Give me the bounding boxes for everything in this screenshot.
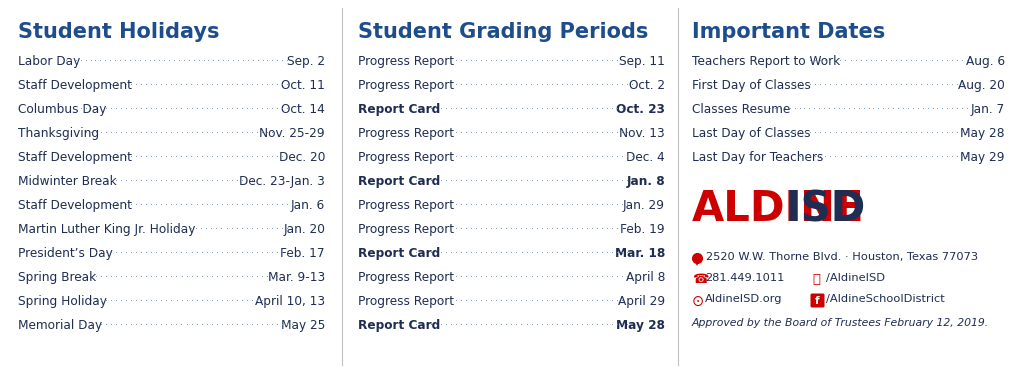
Text: May 28: May 28: [960, 127, 1005, 140]
Text: Aug. 6: Aug. 6: [965, 55, 1005, 68]
Text: Jan. 20: Jan. 20: [283, 223, 325, 236]
Text: Midwinter Break: Midwinter Break: [18, 175, 116, 188]
Text: ISD: ISD: [785, 188, 865, 230]
Text: Jan. 29: Jan. 29: [623, 199, 665, 212]
Text: ⊙: ⊙: [692, 294, 704, 309]
Text: Report Card: Report Card: [358, 319, 441, 332]
Text: Nov. 25-29: Nov. 25-29: [259, 127, 325, 140]
Text: Report Card: Report Card: [358, 175, 441, 188]
Text: Sep. 11: Sep. 11: [619, 55, 665, 68]
Text: Labor Day: Labor Day: [18, 55, 80, 68]
Text: Last Day of Classes: Last Day of Classes: [692, 127, 810, 140]
Text: Progress Report: Progress Report: [358, 199, 454, 212]
Text: /AldineISD: /AldineISD: [826, 273, 885, 283]
Text: May 29: May 29: [960, 151, 1005, 164]
Text: Oct. 14: Oct. 14: [282, 103, 325, 116]
Text: Aug. 20: Aug. 20: [958, 79, 1005, 92]
Text: Martin Luther King Jr. Holiday: Martin Luther King Jr. Holiday: [18, 223, 196, 236]
Text: Spring Holiday: Spring Holiday: [18, 295, 107, 308]
Text: /AldineSchoolDistrict: /AldineSchoolDistrict: [826, 294, 945, 304]
Text: Sep. 2: Sep. 2: [287, 55, 325, 68]
Text: Dec. 4: Dec. 4: [626, 151, 665, 164]
Text: President’s Day: President’s Day: [18, 247, 112, 260]
Text: Teachers Report to Work: Teachers Report to Work: [692, 55, 840, 68]
Text: Report Card: Report Card: [358, 103, 441, 116]
Text: Progress Report: Progress Report: [358, 55, 454, 68]
Text: Last Day for Teachers: Last Day for Teachers: [692, 151, 824, 164]
Text: Jan. 8: Jan. 8: [626, 175, 665, 188]
Text: Nov. 13: Nov. 13: [619, 127, 665, 140]
Text: AldineISD.org: AldineISD.org: [705, 294, 782, 304]
Text: May 28: May 28: [616, 319, 665, 332]
Text: 2520 W.W. Thorne Blvd. · Houston, Texas 77073: 2520 W.W. Thorne Blvd. · Houston, Texas …: [706, 252, 979, 262]
Text: First Day of Classes: First Day of Classes: [692, 79, 810, 92]
Text: Progress Report: Progress Report: [358, 223, 454, 236]
Text: Jan. 7: Jan. 7: [970, 103, 1005, 116]
Text: Oct. 23: Oct. 23: [616, 103, 665, 116]
Text: Progress Report: Progress Report: [358, 271, 454, 284]
Text: Staff Development: Staff Development: [18, 151, 132, 164]
Text: ALDINE: ALDINE: [692, 188, 864, 230]
Text: Approved by the Board of Trustees February 12, 2019.: Approved by the Board of Trustees Februa…: [692, 318, 990, 328]
Text: Columbus Day: Columbus Day: [18, 103, 106, 116]
Text: Thanksgiving: Thanksgiving: [18, 127, 99, 140]
FancyBboxPatch shape: [810, 294, 825, 307]
Text: Staff Development: Staff Development: [18, 199, 132, 212]
Text: April 8: April 8: [626, 271, 665, 284]
Text: Oct. 2: Oct. 2: [629, 79, 665, 92]
Text: May 25: May 25: [281, 319, 325, 332]
Text: Report Card: Report Card: [358, 247, 441, 260]
Text: Progress Report: Progress Report: [358, 295, 454, 308]
Text: Mar. 18: Mar. 18: [615, 247, 665, 260]
Text: Dec. 20: Dec. 20: [279, 151, 325, 164]
Text: April 29: April 29: [618, 295, 665, 308]
Text: Spring Break: Spring Break: [18, 271, 96, 284]
Text: Progress Report: Progress Report: [358, 127, 454, 140]
Text: Jan. 6: Jan. 6: [291, 199, 325, 212]
Text: Dec. 23-Jan. 3: Dec. 23-Jan. 3: [239, 175, 325, 188]
Text: Memorial Day: Memorial Day: [18, 319, 102, 332]
Text: Progress Report: Progress Report: [358, 79, 454, 92]
Text: Feb. 19: Feb. 19: [620, 223, 665, 236]
Text: ☎: ☎: [692, 273, 708, 286]
Text: Student Holidays: Student Holidays: [18, 22, 220, 42]
Text: f: f: [815, 297, 820, 307]
Text: Classes Resume: Classes Resume: [692, 103, 790, 116]
Text: Oct. 11: Oct. 11: [282, 79, 325, 92]
Text: Important Dates: Important Dates: [692, 22, 885, 42]
Text: 🐦: 🐦: [812, 273, 820, 286]
Text: Feb. 17: Feb. 17: [281, 247, 325, 260]
Text: April 10, 13: April 10, 13: [255, 295, 325, 308]
Text: 281.449.1011: 281.449.1011: [705, 273, 784, 283]
Text: Student Grading Periods: Student Grading Periods: [358, 22, 648, 42]
Text: Staff Development: Staff Development: [18, 79, 132, 92]
Text: Progress Report: Progress Report: [358, 151, 454, 164]
Text: Mar. 9-13: Mar. 9-13: [267, 271, 325, 284]
